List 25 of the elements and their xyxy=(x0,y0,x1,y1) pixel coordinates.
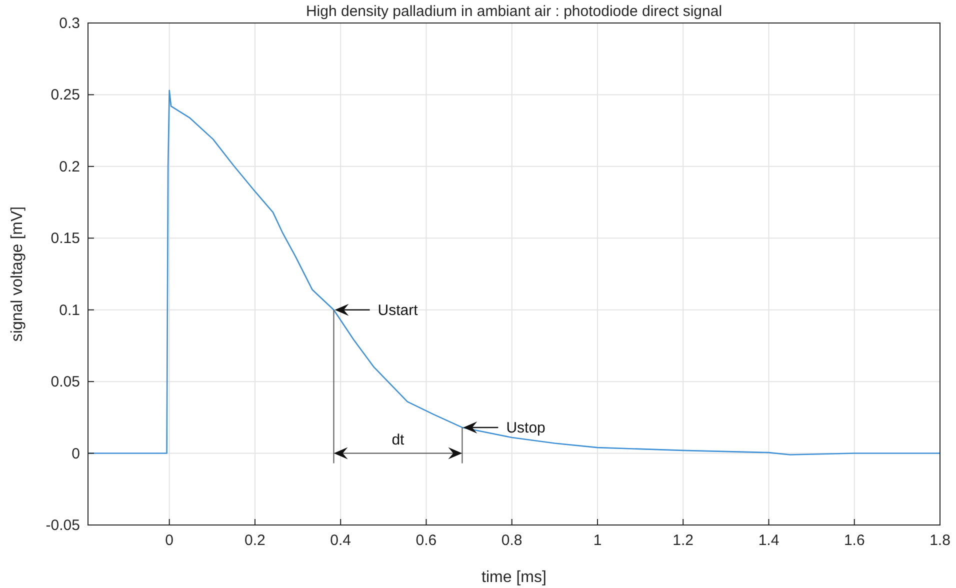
y-tick-label: 0.2 xyxy=(59,158,80,176)
y-axis-title: signal voltage [mV] xyxy=(9,206,26,342)
y-tick-label: -0.05 xyxy=(46,517,80,534)
x-tick-label: 0.2 xyxy=(244,532,266,549)
x-tick-label: 1.6 xyxy=(844,532,865,549)
x-tick-label: 0.4 xyxy=(330,532,352,549)
y-tick-label: 0.15 xyxy=(50,230,80,248)
line-series xyxy=(87,90,941,456)
x-tick-label: 1.8 xyxy=(930,532,950,549)
x-axis-title: time [ms] xyxy=(482,569,546,586)
annotation: Ustop xyxy=(506,419,546,436)
x-tick-label: 1.4 xyxy=(758,532,780,549)
annotation: Ustart xyxy=(378,302,419,319)
y-tick-label: 0.25 xyxy=(50,86,80,104)
x-tick-label: 1 xyxy=(593,532,602,549)
chart-title: High density palladium in ambiant air : photodiode direct signal xyxy=(306,3,722,20)
y-tick-label: 0 xyxy=(72,445,80,462)
y-tick-label: 0.1 xyxy=(59,302,80,319)
x-tick-label: 0.6 xyxy=(416,532,437,549)
x-tick-label: 1.2 xyxy=(672,532,694,549)
y-tick-label: 0.3 xyxy=(59,15,80,32)
annotation: dt xyxy=(392,431,406,448)
x-tick-label: 0.8 xyxy=(501,532,522,549)
x-tick-label: 0 xyxy=(165,532,174,549)
y-tick-label: 0.05 xyxy=(50,374,80,391)
